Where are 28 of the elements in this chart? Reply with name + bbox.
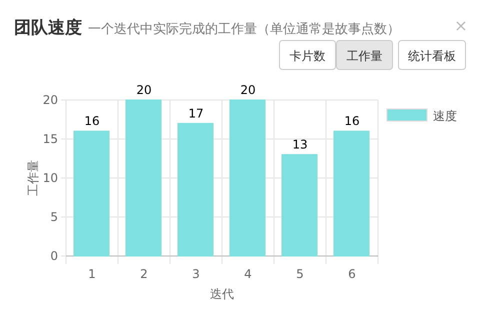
bar (230, 100, 266, 256)
x-tick-label: 4 (244, 267, 252, 281)
text: × (454, 16, 468, 35)
data-label: 16 (84, 114, 100, 128)
y-tick-label: 20 (42, 93, 58, 107)
x-tick-label: 2 (140, 267, 148, 281)
x-tick-label: 5 (296, 267, 304, 281)
data-label: 20 (240, 83, 256, 97)
y-tick-label: 0 (50, 249, 58, 263)
y-tick-label: 5 (50, 210, 58, 224)
data-label: 16 (344, 114, 360, 128)
x-tick-label: 3 (192, 267, 200, 281)
y-axis-title: 工作量 (26, 160, 40, 196)
bar (282, 154, 318, 256)
y-tick-label: 10 (42, 171, 58, 185)
data-label: 17 (188, 106, 204, 120)
data-label: 13 (292, 138, 308, 152)
x-axis-title: 迭代 (210, 287, 234, 301)
x-tick-label: 1 (88, 267, 96, 281)
chart-subtitle: 一个迭代中实际完成的工作量（单位通常是故事点数） (88, 21, 400, 37)
data-label: 20 (136, 83, 152, 97)
bar (334, 130, 370, 256)
bar (126, 100, 162, 256)
y-tick-label: 15 (42, 132, 58, 146)
bar (178, 122, 214, 256)
chart-title: 团队速度 (14, 18, 82, 38)
x-tick-label: 6 (348, 267, 356, 281)
bar (74, 130, 110, 256)
